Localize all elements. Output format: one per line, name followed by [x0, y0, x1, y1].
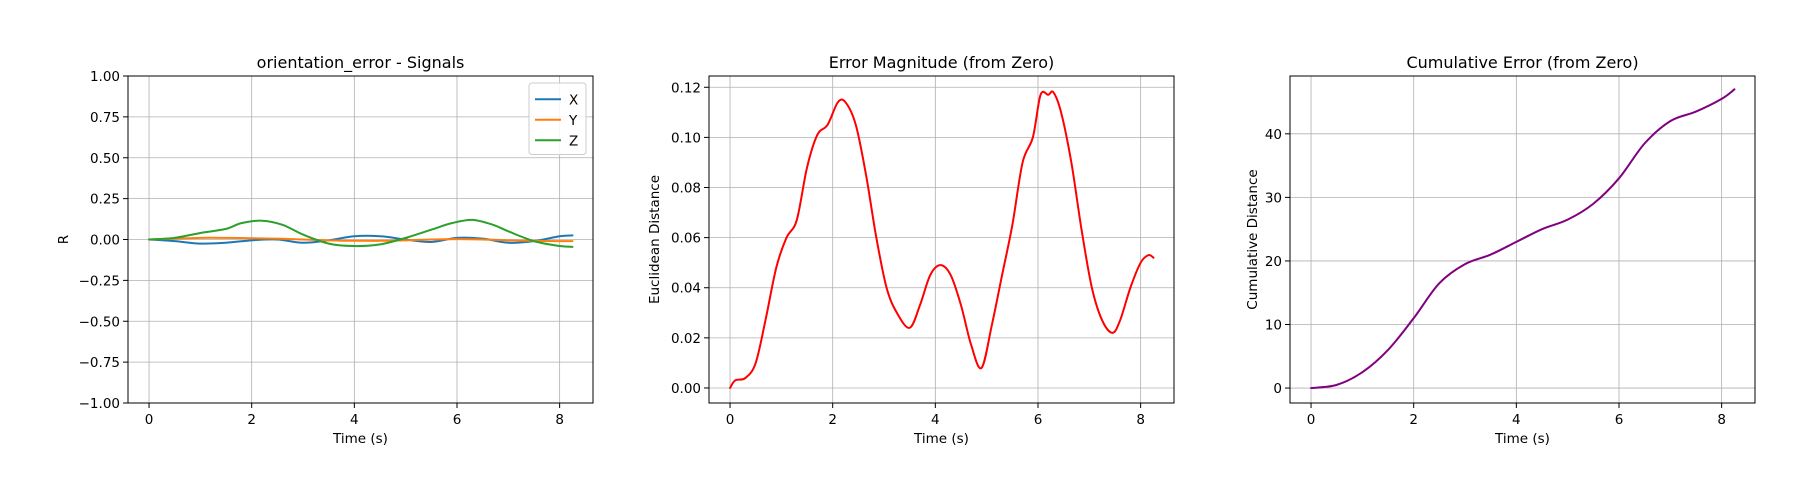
chart-1: 0 2 4 6 8 −1.00 −0.75 −0.50 −0.25 0.00 0.25 0.50 0.7…: [56, 53, 594, 447]
series-group: [148, 218, 574, 248]
y-tick-label: 0.50: [90, 151, 120, 167]
y-tick-label: 10: [1265, 318, 1282, 334]
series-line-1: [729, 90, 1155, 389]
y-tick-label: −0.75: [79, 355, 120, 371]
series-group: [729, 90, 1155, 389]
y-axis-label: R: [56, 235, 72, 244]
y-tick-label: 0.00: [90, 233, 120, 249]
y-axis-label: Cumulative Distance: [1245, 169, 1261, 309]
chart-3: 0 2 4 6 8 0 10 20 30 40 Cumulative Error (from Zer…: [1245, 53, 1756, 447]
grid: [128, 75, 593, 404]
x-tick-label: 0: [726, 412, 735, 428]
series-line-y: [148, 236, 574, 243]
legend-label-y: Y: [568, 113, 578, 129]
x-tick-label: 6: [453, 412, 462, 428]
x-axis-label: Time (s): [913, 431, 969, 447]
series-line-z: [148, 218, 574, 248]
y-tick-label: 30: [1265, 190, 1282, 206]
legend: XYZ: [528, 82, 587, 155]
legend-label-x: X: [569, 92, 578, 108]
y-tick-label: 0.02: [671, 331, 701, 347]
x-tick-label: 2: [1409, 412, 1418, 428]
chart-title: Error Magnitude (from Zero): [829, 53, 1055, 72]
y-tick-label: 0: [1273, 381, 1282, 397]
x-axis-label: Time (s): [1494, 431, 1550, 447]
x-axis-label: Time (s): [332, 431, 388, 447]
x-tick-label: 4: [350, 412, 359, 428]
y-tick-label: 1.00: [90, 69, 120, 85]
axes-frame: [708, 75, 1175, 404]
series-line-1: [1310, 88, 1736, 390]
chart-2: 0 2 4 6 8 0.00 0.02 0.04 0.06 0.08 0.10 0.12 Error M…: [647, 53, 1175, 447]
y-tick-label: 0.06: [671, 231, 701, 247]
x-tick-label: 8: [1717, 412, 1726, 428]
legend-label-z: Z: [569, 133, 578, 149]
y-tick-label: 0.04: [671, 281, 701, 297]
x-tick-label: 8: [555, 412, 564, 428]
y-tick-label: 0.10: [671, 130, 701, 146]
grid: [1290, 76, 1755, 403]
y-tick-label: 0.00: [671, 381, 701, 397]
x-tick-label: 4: [1512, 412, 1521, 428]
grid: [709, 76, 1174, 403]
y-axis-label: Euclidean Distance: [647, 175, 663, 304]
series-line-x: [148, 234, 574, 245]
series-group: [1310, 88, 1736, 390]
x-tick-label: 6: [1034, 412, 1043, 428]
y-tick-label: 0.25: [90, 192, 120, 208]
y-tick-label: −0.25: [79, 273, 120, 289]
x-tick-label: 0: [145, 412, 154, 428]
y-tick-label: −0.50: [79, 314, 120, 330]
y-tick-label: 0.12: [671, 80, 701, 96]
y-tick-label: −1.00: [79, 396, 120, 412]
y-tick-label: 0.75: [90, 110, 120, 126]
x-tick-label: 2: [247, 412, 256, 428]
axes-frame: [1289, 75, 1756, 404]
x-tick-label: 8: [1136, 412, 1145, 428]
x-tick-label: 6: [1615, 412, 1624, 428]
chart-title: Cumulative Error (from Zero): [1406, 53, 1638, 72]
y-tick-label: 40: [1265, 127, 1282, 143]
chart-title: orientation_error - Signals: [257, 53, 465, 73]
y-tick-label: 20: [1265, 254, 1282, 270]
x-tick-label: 4: [931, 412, 940, 428]
x-tick-label: 0: [1307, 412, 1316, 428]
x-tick-label: 2: [828, 412, 837, 428]
y-tick-label: 0.08: [671, 181, 701, 197]
